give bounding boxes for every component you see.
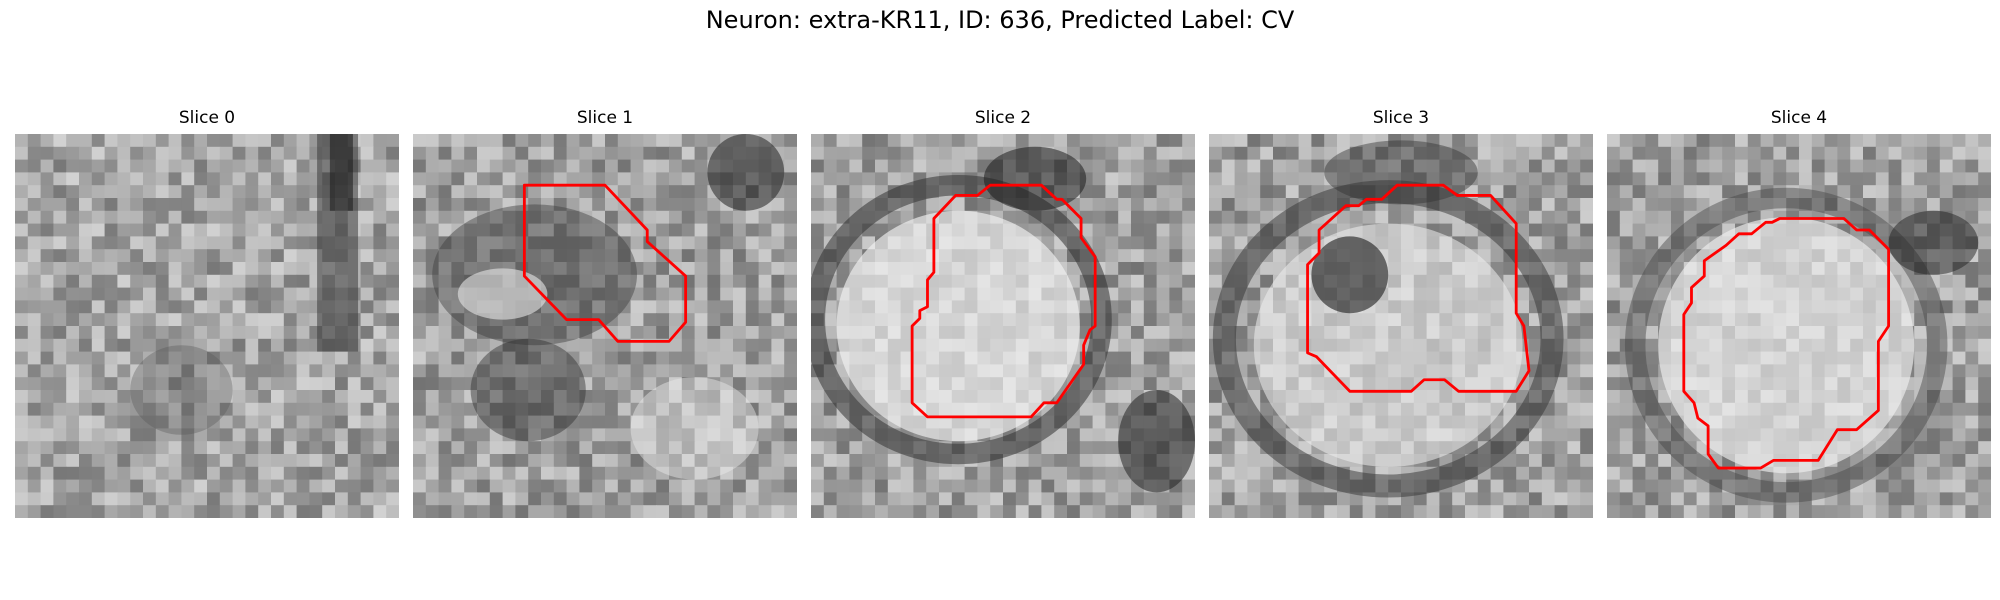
- slice-title: Slice 3: [1372, 108, 1430, 128]
- slice-title: Slice 2: [974, 108, 1032, 128]
- slice-image: [413, 134, 797, 518]
- cell-structures: [432, 134, 785, 480]
- outline-contour: [910, 183, 1097, 419]
- slice-title: Slice 1: [576, 108, 634, 128]
- slice-image: [811, 134, 1195, 518]
- outline-contour: [1306, 183, 1531, 393]
- slice-image: [15, 134, 399, 518]
- slice-image: [1607, 134, 1991, 518]
- outline-contour: [1682, 217, 1891, 470]
- cell-body: [1624, 187, 1979, 503]
- cell-body: [811, 146, 1195, 493]
- slice-image: [1209, 134, 1593, 518]
- slice-title: Slice 0: [178, 108, 236, 128]
- slice-title: Slice 4: [1770, 108, 1828, 128]
- dark-vertical-structure: [317, 134, 359, 352]
- figure-title: Neuron: extra-KR11, ID: 636, Predicted L…: [705, 6, 1295, 34]
- outline-contour: [522, 183, 688, 343]
- faint-dark-blob: [130, 345, 233, 435]
- pixel-texture: [15, 134, 399, 518]
